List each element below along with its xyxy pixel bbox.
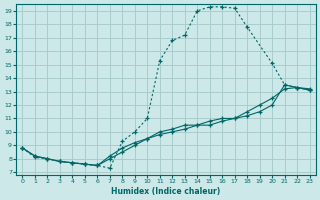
X-axis label: Humidex (Indice chaleur): Humidex (Indice chaleur) (111, 187, 221, 196)
